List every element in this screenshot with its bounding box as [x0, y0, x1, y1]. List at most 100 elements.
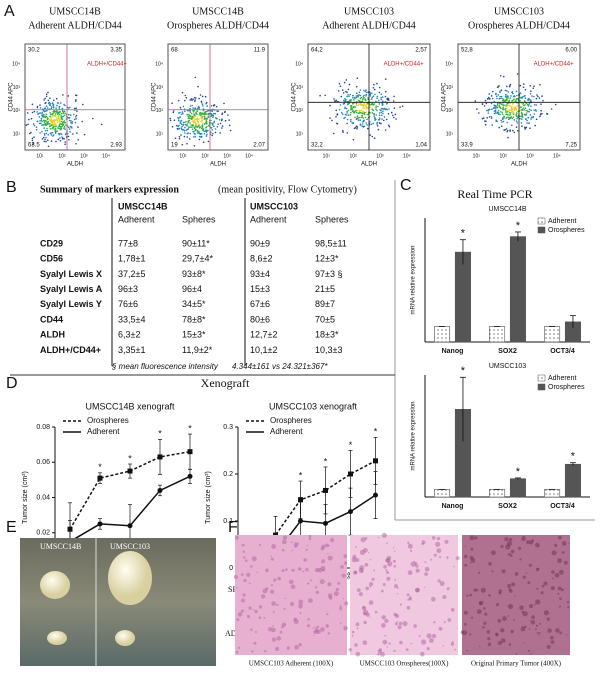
- tissue-texture: [240, 609, 244, 613]
- event-dot: [514, 100, 516, 103]
- marker: [127, 468, 133, 474]
- tissue-texture: [341, 573, 346, 578]
- event-dot: [363, 107, 366, 109]
- event-dot: [374, 88, 376, 91]
- tissue-texture: [337, 581, 341, 585]
- tissue-texture: [505, 544, 511, 550]
- y-axis-label: Tumor size (cm³): [22, 471, 29, 524]
- legend-label: Orospheres: [87, 416, 129, 425]
- tissue-texture: [433, 553, 437, 557]
- x-axis-label: ALDH: [511, 162, 527, 168]
- tissue-texture: [531, 615, 535, 619]
- event-dot: [507, 91, 510, 93]
- tissue-texture: [308, 598, 313, 603]
- event-dot: [498, 97, 501, 100]
- event-dot: [347, 114, 350, 116]
- tissue-texture: [483, 621, 487, 625]
- event-dot: [533, 95, 535, 98]
- event-dot: [52, 126, 55, 128]
- event-dot: [536, 94, 538, 96]
- event-dot: [516, 117, 518, 120]
- event-dot: [177, 125, 179, 128]
- event-dot: [375, 106, 377, 109]
- tissue-texture: [557, 592, 560, 595]
- tissue-texture: [393, 612, 398, 617]
- tissue-texture: [538, 634, 540, 636]
- event-dot: [529, 114, 532, 116]
- tissue-texture: [455, 556, 460, 561]
- event-dot: [32, 123, 35, 125]
- tissue-texture: [424, 566, 430, 572]
- event-dot: [56, 119, 59, 122]
- event-dot: [64, 133, 67, 136]
- event-dot: [385, 103, 388, 105]
- table-cell: 29,7±4*: [182, 254, 213, 264]
- event-dot: [50, 140, 53, 142]
- significance: *: [571, 451, 576, 463]
- event-dot: [53, 114, 56, 117]
- tissue-texture: [469, 555, 474, 560]
- quadrant-value: 30.2: [28, 48, 40, 54]
- x-tick-label: 10²: [201, 153, 209, 159]
- y-tick-label: 0.2: [223, 471, 233, 478]
- event-dot: [539, 114, 542, 116]
- event-dot: [340, 95, 343, 98]
- event-dot: [505, 90, 508, 92]
- event-dot: [68, 119, 71, 122]
- tissue-texture: [551, 570, 555, 574]
- event-dot: [530, 105, 532, 107]
- event-dot: [202, 128, 205, 130]
- event-dot: [203, 113, 205, 116]
- event-dot: [189, 117, 191, 120]
- event-dot: [39, 132, 41, 134]
- x-tick-label: 10³: [526, 153, 534, 159]
- event-dot: [357, 95, 360, 98]
- event-dot: [50, 106, 53, 108]
- tissue-texture: [379, 651, 385, 657]
- panel-letter: A: [4, 3, 15, 20]
- event-dot: [344, 113, 347, 116]
- event-dot: [197, 118, 199, 121]
- event-dot: [524, 128, 526, 130]
- event-dot: [493, 110, 496, 112]
- tissue-texture: [474, 536, 478, 540]
- event-dot: [205, 135, 208, 137]
- significance: *: [516, 466, 521, 478]
- event-dot: [352, 109, 354, 112]
- event-dot: [386, 97, 389, 100]
- event-dot: [517, 116, 519, 119]
- tissue-texture: [559, 605, 562, 608]
- event-dot: [69, 131, 71, 133]
- tissue-texture: [483, 607, 486, 610]
- event-dot: [358, 91, 361, 94]
- table-subtitle: (mean positivity, Flow Cytometry): [218, 184, 357, 195]
- event-dot: [357, 119, 360, 121]
- bar: [434, 489, 451, 498]
- tissue-texture: [535, 628, 537, 631]
- event-dot: [220, 119, 223, 122]
- event-dot: [392, 114, 394, 117]
- event-dot: [537, 95, 539, 98]
- tissue-texture: [327, 632, 330, 635]
- chart-title: UMSCC103 xenograft: [269, 401, 358, 411]
- event-dot: [198, 114, 200, 116]
- event-dot: [196, 117, 199, 119]
- tissue-texture: [276, 636, 282, 641]
- event-dot: [534, 124, 536, 127]
- marker: [97, 521, 103, 527]
- panel-letter: C: [400, 177, 412, 194]
- event-dot: [58, 125, 60, 127]
- event-dot: [50, 124, 52, 127]
- tissue-texture: [386, 571, 389, 574]
- event-dot: [353, 106, 355, 109]
- event-dot: [488, 96, 490, 99]
- y-tick-label: 0.08: [36, 424, 50, 431]
- event-dot: [342, 130, 344, 132]
- event-dot: [340, 111, 343, 114]
- event-dot: [43, 113, 45, 116]
- legend-label: Orospheres: [548, 384, 585, 391]
- tissue-texture: [410, 549, 413, 553]
- event-dot: [212, 114, 215, 117]
- event-dot: [193, 145, 196, 147]
- legend-label: Orospheres: [548, 227, 585, 234]
